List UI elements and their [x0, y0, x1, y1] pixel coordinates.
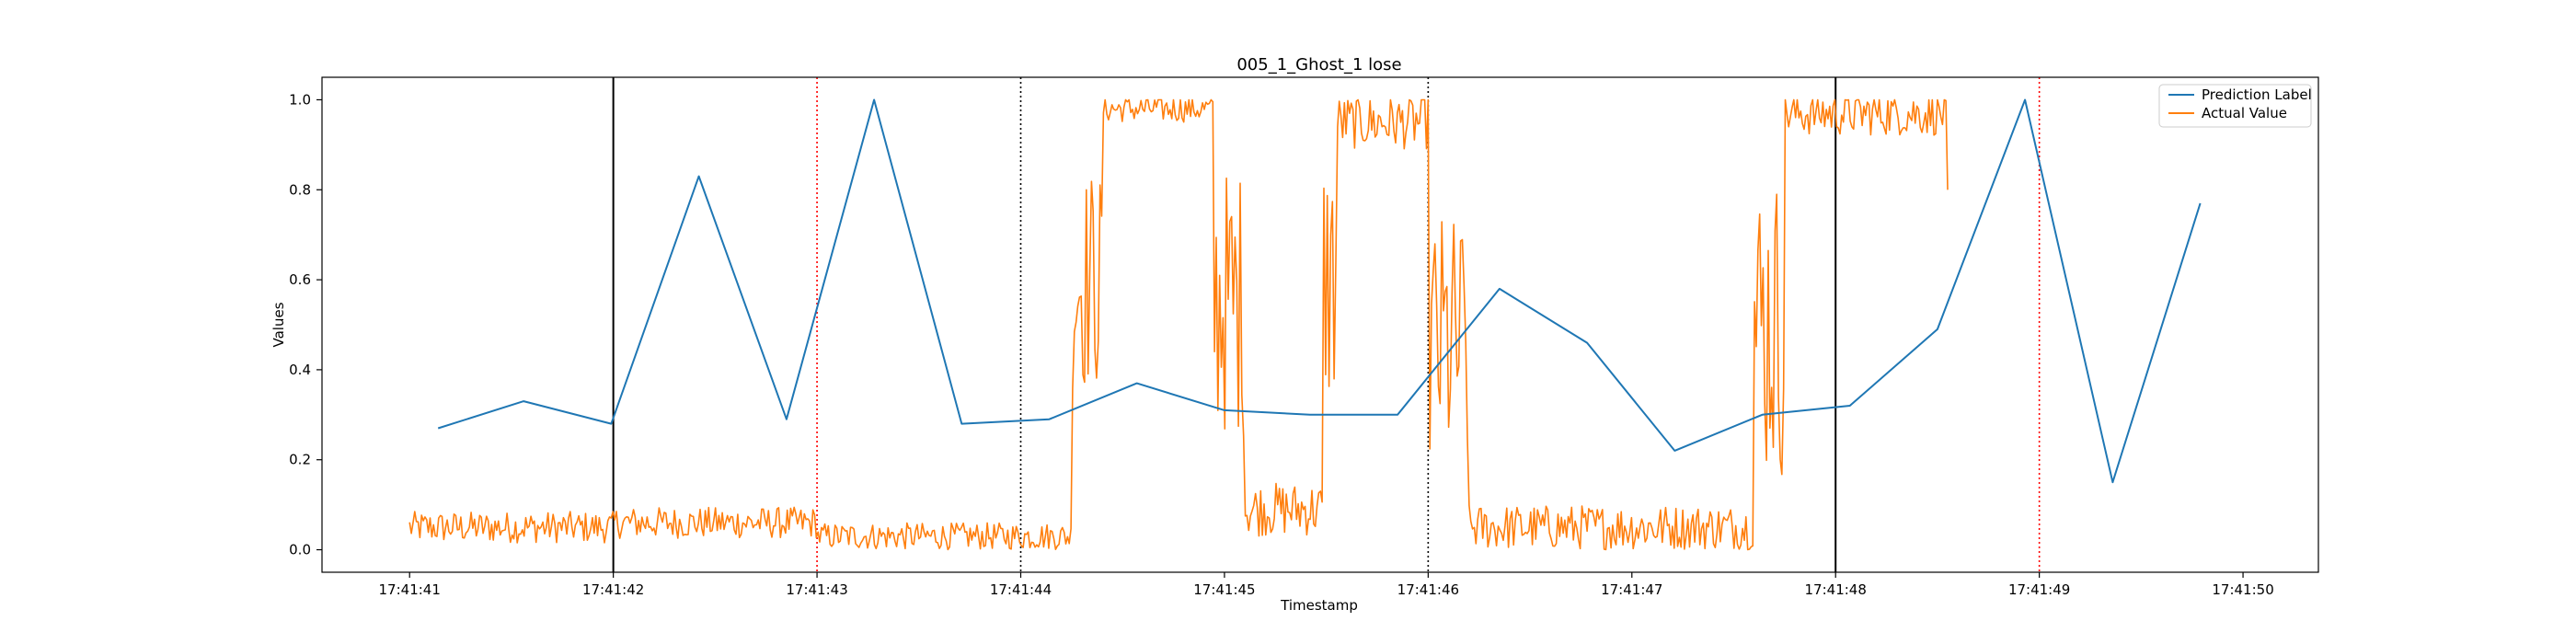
x-axis-label: Timestamp [1280, 597, 1358, 614]
series-line-prediction-label [437, 98, 2202, 484]
series-lines [408, 98, 2202, 551]
y-tick-label: 0.4 [289, 362, 311, 378]
plot-area [321, 76, 2319, 573]
x-tick-label: 17:41:46 [1397, 581, 1459, 598]
legend-label-actual-value: Actual Value [2202, 105, 2287, 121]
y-axis-label: Values [270, 302, 287, 347]
x-tick-label: 17:41:41 [379, 581, 441, 598]
chart-title: 005_1_Ghost_1 lose [1236, 55, 1401, 75]
y-tick-label: 0.2 [289, 452, 311, 468]
x-tick-label: 17:41:50 [2212, 581, 2273, 598]
y-axis: 0.0 0.2 0.4 0.6 0.8 1.0 [289, 91, 322, 558]
legend: Prediction Label Actual Value [2158, 84, 2312, 128]
vertical-markers [612, 77, 2041, 572]
x-axis: 17:41:41 17:41:42 17:41:43 17:41:44 17:41:45… [379, 572, 2274, 598]
legend-box [2158, 84, 2312, 128]
x-tick-label: 17:41:45 [1193, 581, 1255, 598]
x-tick-label: 17:41:42 [582, 581, 644, 598]
y-tick-label: 0.0 [289, 542, 311, 558]
x-tick-label: 17:41:49 [2008, 581, 2070, 598]
series-line-actual-value [408, 98, 1949, 551]
x-tick-label: 17:41:43 [786, 581, 847, 598]
legend-label-prediction-label: Prediction Label [2202, 86, 2312, 103]
x-tick-label: 17:41:48 [1805, 581, 1867, 598]
y-tick-label: 1.0 [289, 91, 311, 108]
y-tick-label: 0.8 [289, 181, 311, 198]
x-tick-label: 17:41:44 [990, 581, 1052, 598]
x-tick-label: 17:41:47 [1601, 581, 1662, 598]
plot-frame [321, 76, 2319, 573]
y-tick-label: 0.6 [289, 271, 311, 288]
